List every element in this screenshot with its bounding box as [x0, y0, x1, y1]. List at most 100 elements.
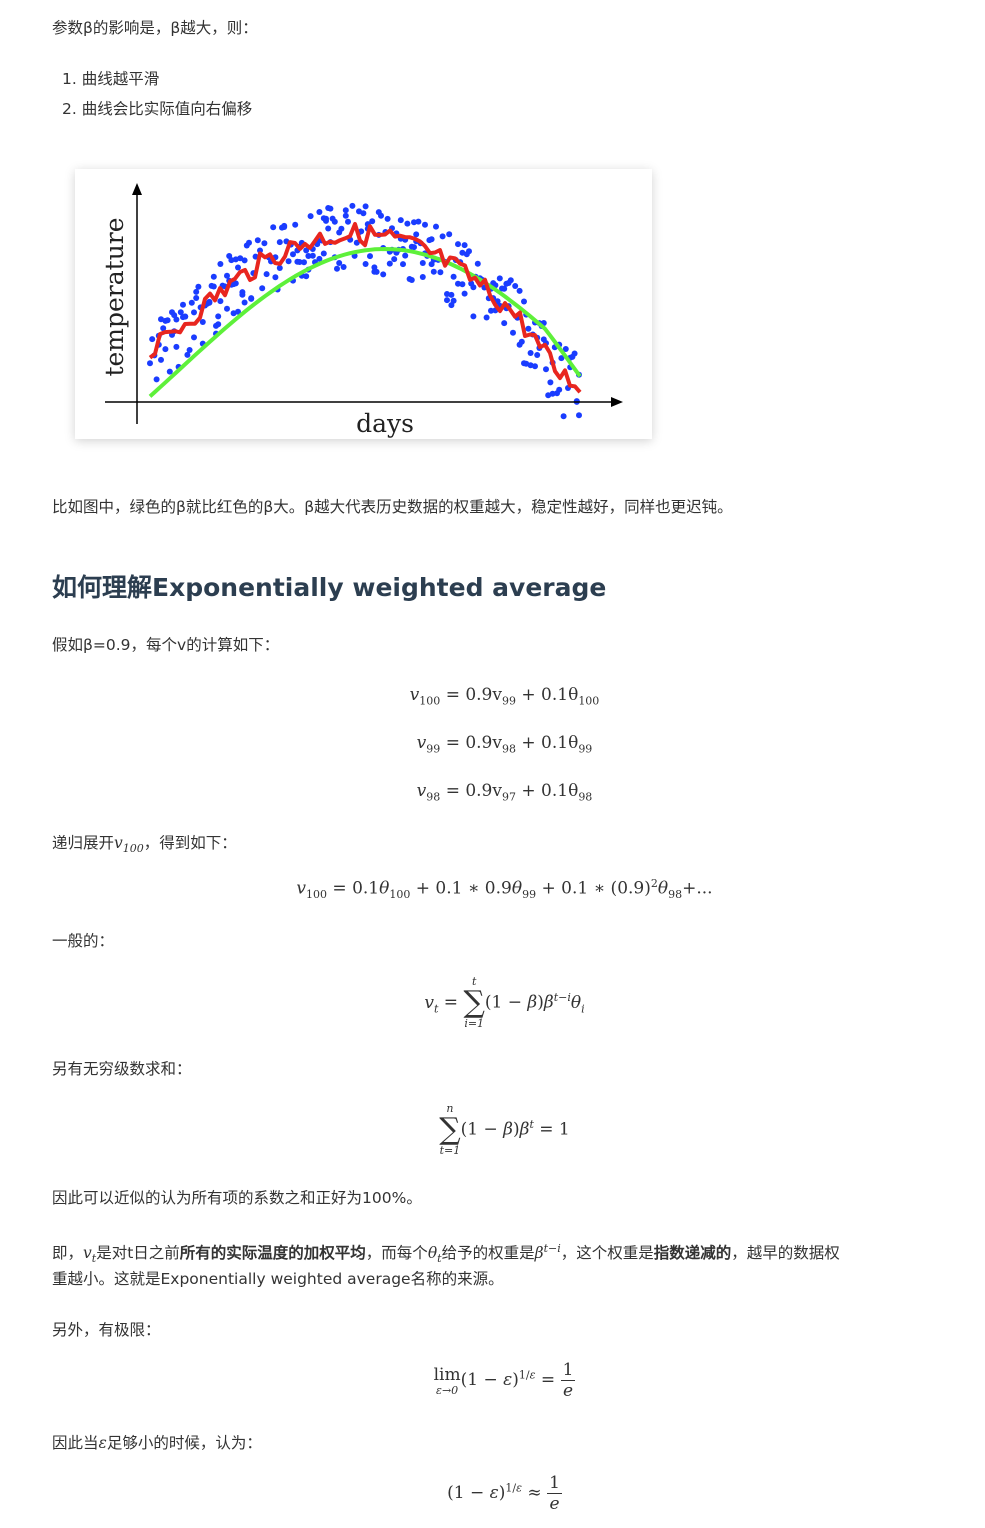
expand-paragraph: 递归展开v100，得到如下：	[52, 834, 237, 856]
data-point	[261, 240, 268, 247]
data-point	[309, 252, 316, 259]
data-point	[534, 352, 541, 358]
data-point	[474, 260, 481, 267]
data-point	[199, 319, 206, 325]
data-point	[532, 363, 538, 370]
data-point	[210, 283, 217, 290]
data-point	[422, 221, 428, 228]
data-point	[147, 360, 153, 367]
data-point	[470, 313, 477, 320]
data-point	[360, 210, 367, 217]
data-point	[336, 260, 343, 266]
data-point	[191, 334, 197, 341]
data-point	[380, 271, 387, 278]
y-axis-arrow	[132, 183, 142, 195]
example-paragraph: 比如图中，绿色的β就比红色的β大。β越大代表历史数据的权重越大，稳定性越好，同样…	[52, 498, 733, 516]
data-point	[448, 291, 455, 298]
red-curve	[148, 222, 582, 394]
data-point	[164, 317, 171, 324]
data-point	[210, 273, 217, 280]
data-point	[342, 207, 349, 214]
data-point	[378, 212, 384, 219]
data-point	[180, 301, 186, 308]
equation-series-sum: n ∑ t=1 (1 − β)βt = 1	[439, 1102, 570, 1157]
limit-paragraph: 另外，有极限：	[52, 1321, 161, 1339]
data-point	[501, 285, 508, 292]
data-point	[455, 241, 461, 248]
data-point	[217, 298, 224, 305]
data-point	[510, 329, 516, 336]
data-point	[516, 287, 523, 294]
data-point	[334, 265, 340, 272]
data-point	[397, 217, 404, 224]
green-curve	[148, 247, 582, 398]
data-point	[345, 218, 351, 225]
data-point	[193, 295, 200, 301]
data-point	[305, 253, 312, 259]
data-point	[558, 355, 565, 362]
data-point	[272, 274, 279, 281]
data-point	[217, 261, 224, 267]
temperature-plot: temperature days	[100, 183, 623, 438]
data-point	[371, 264, 378, 271]
data-point	[450, 297, 457, 304]
data-point	[549, 390, 556, 397]
data-point	[430, 268, 437, 275]
data-point	[248, 295, 255, 302]
data-point	[239, 289, 246, 296]
x-axis-label: days	[356, 409, 414, 438]
equation-v99: v99 = 0.9v98 + 0.1θ99	[416, 733, 593, 756]
data-point	[450, 273, 457, 280]
data-point	[525, 325, 532, 332]
data-point	[404, 220, 411, 227]
sum-paragraph: 因此可以近似的认为所有项的系数之和正好为100%。	[52, 1189, 422, 1207]
data-point	[285, 258, 292, 265]
data-point	[437, 269, 444, 276]
data-point	[235, 264, 241, 271]
data-point	[162, 346, 169, 353]
data-point	[276, 239, 283, 246]
data-point	[281, 222, 288, 229]
data-point	[402, 252, 409, 259]
data-point	[461, 242, 468, 249]
data-point	[149, 336, 156, 343]
data-point	[556, 386, 563, 393]
list-item: 1. 曲线越平滑	[62, 70, 160, 88]
data-point	[166, 368, 173, 375]
data-point	[411, 244, 417, 251]
general-paragraph: 一般的：	[52, 932, 115, 950]
data-point	[408, 277, 415, 283]
assume-paragraph: 假如β=0.9，每个v的计算如下：	[52, 636, 280, 654]
data-point	[224, 305, 230, 312]
data-point	[320, 250, 327, 257]
data-point	[327, 205, 334, 212]
equation-v100: v100 = 0.9v99 + 0.1θ100	[409, 685, 600, 708]
data-point	[373, 268, 380, 275]
data-point	[433, 223, 439, 230]
data-point	[547, 379, 554, 386]
data-point	[316, 209, 323, 215]
data-point	[470, 284, 477, 291]
data-point	[195, 283, 202, 290]
data-point	[215, 313, 222, 320]
data-point	[254, 237, 261, 244]
temperature-figure: temperature days	[75, 169, 652, 439]
y-axis-label: temperature	[100, 217, 129, 376]
data-point	[362, 203, 369, 210]
data-point	[259, 285, 266, 292]
data-point	[257, 247, 263, 254]
data-point	[576, 412, 582, 419]
data-point	[182, 313, 189, 320]
data-point	[263, 271, 270, 278]
data-point	[246, 239, 252, 246]
data-point	[158, 356, 164, 363]
data-point	[290, 251, 296, 258]
data-point	[415, 218, 422, 225]
section-heading: 如何理解Exponentially weighted average	[52, 573, 607, 602]
data-point	[521, 298, 527, 305]
data-point	[459, 281, 466, 288]
data-point	[501, 320, 508, 327]
data-point	[228, 257, 235, 264]
data-point	[483, 314, 490, 321]
data-point	[323, 217, 329, 224]
